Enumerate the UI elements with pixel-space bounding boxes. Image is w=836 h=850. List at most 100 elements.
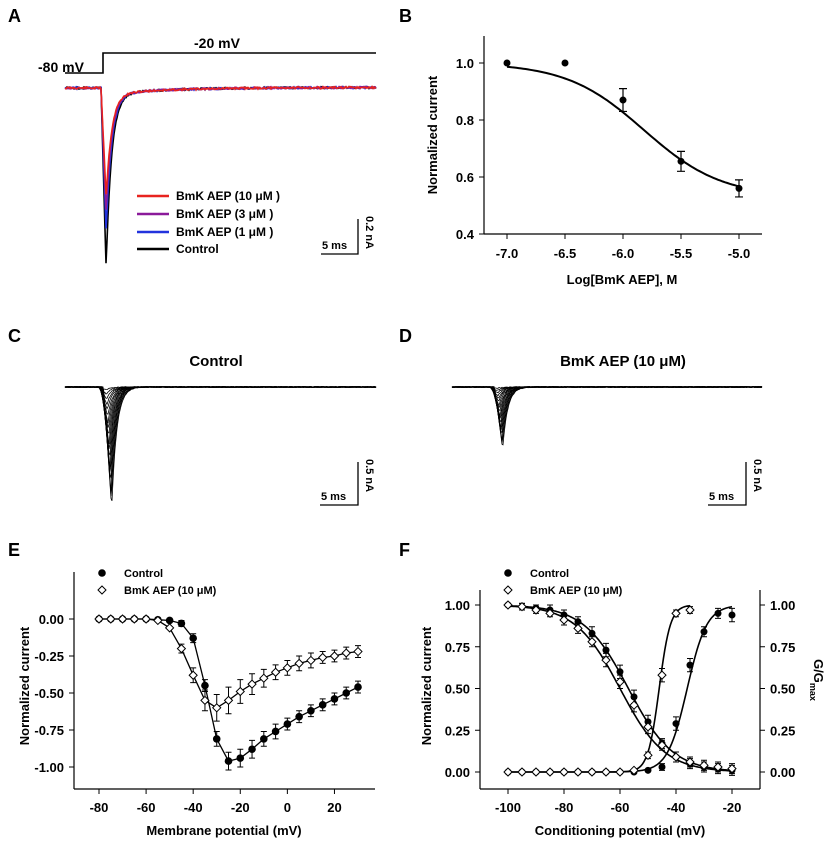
e-point-aep [329,651,340,661]
f-point-control [672,720,680,728]
e-point-aep [94,614,104,624]
b-fit-curve [506,65,740,188]
legend-label-aep10: BmK AEP (10 μM ) [176,189,280,203]
e-point-aep [235,686,245,697]
legend-marker-aep-f [503,585,513,595]
e-xtick-label: 0 [284,800,291,815]
e-point-control [248,745,256,754]
D-traces-sweep [451,386,763,402]
e-point-aep [317,652,328,663]
e-point-aep [306,655,316,666]
f-point-aep [671,608,681,619]
e-point-aep [247,679,257,689]
legend-label-control: Control [176,242,219,256]
e-point-aep [282,663,293,673]
e-point-aep [223,695,234,706]
f-xtick-label: -100 [495,800,521,815]
panel-f-ylabel-right: G/Gmax [808,659,826,701]
panel-c-title: Control [189,353,242,370]
scalebar-c-current-label: 0.5 nA [363,459,375,492]
e-point-control [330,695,339,703]
e-point-control [201,681,209,690]
f-ytick-label-right: 0.00 [770,765,795,780]
f-point-control [728,611,736,619]
f-ytick-label-right: 0.25 [770,723,795,738]
e-point-aep [164,623,175,633]
f-point-aep [545,767,555,777]
panel-c-control-traces: Control 5 ms 0.5 nA [64,353,377,506]
f-point-aep [503,600,513,610]
f-point-aep [699,760,709,771]
f-point-aep [685,605,695,615]
panel-label-d: D [399,326,412,346]
f-point-aep [517,767,527,777]
f-point-control [644,766,652,774]
panel-f-ylabel-right-main: G/G [811,659,826,683]
e-point-aep [106,614,116,624]
panel-f-legend: Control BmK AEP (10 μM) [503,568,623,597]
scalebar-d-current-label: 0.5 nA [751,459,763,492]
panel-a-legend: BmK AEP (10 μM ) BmK AEP (3 μM ) BmK AEP… [137,189,280,256]
f-point-aep [559,767,569,777]
f-ytick-label-right: 1.00 [770,598,795,613]
b-data-point [735,184,743,192]
current-trace-0 [64,85,377,195]
f-point-aep [671,752,681,762]
panel-label-e: E [8,540,20,560]
f-point-control [658,763,666,771]
f-point-aep [503,767,513,777]
panel-f-legend-aep: BmK AEP (10 μM) [530,585,623,597]
e-point-aep [117,614,128,624]
panel-b-ylabel: Normalized current [425,75,440,194]
panel-e-legend-control: Control [124,568,163,580]
f-xtick-label: -60 [611,800,630,815]
e-ytick-label: -0.75 [34,723,64,738]
f-point-aep [573,767,583,777]
e-point-aep [294,658,304,669]
f-point-aep [629,700,639,710]
e-point-aep [341,648,351,658]
e-point-aep [259,673,269,683]
e-point-aep [153,615,163,626]
e-ytick-label: 0.00 [39,612,64,627]
scalebar-a-time-label: 5 ms [322,240,347,252]
f-point-aep [727,763,737,774]
legend-marker-control [98,569,106,577]
e-point-control [354,683,362,691]
e-point-control [224,757,233,765]
f-point-control [588,629,596,637]
e-point-aep [270,667,281,677]
f-ytick-label-left: 0.50 [445,682,470,697]
e-ytick-label: -1.00 [34,760,64,775]
b-xtick-label: -6.5 [554,246,576,261]
scalebar-d-time-label: 5 ms [709,491,734,503]
e-ytick-label: -0.50 [34,686,64,701]
panel-b-dose-response: -7.0 -6.5 -6.0 -5.5 -5.0 0.4 0.6 0.8 1.0 Log[BmK… [425,36,762,287]
e-point-aep [129,614,140,624]
panel-d-title: BmK AEP (10 μM) [560,353,686,370]
b-ytick-label: 0.4 [456,227,475,242]
f-xtick-label: -80 [555,800,574,815]
b-xtick-label: -5.0 [728,246,750,261]
f-point-aep [559,615,569,625]
b-data-point [561,59,569,67]
f-point-control [602,646,610,654]
panel-label-c: C [8,326,21,346]
scalebar-a-current-label: 0.2 nA [363,216,375,249]
f-point-aep [643,722,653,732]
e-point-aep [176,643,187,654]
e-point-control [236,754,245,762]
e-point-control [165,616,174,625]
e-xtick-label: -60 [137,800,156,815]
e-point-control [307,706,315,715]
e-point-aep [141,614,151,624]
f-point-aep [587,637,597,647]
f-point-control [616,668,624,676]
b-data-point [503,59,511,67]
b-xtick-label: -6.0 [612,246,634,261]
panel-f-ylabel-right-sub: max [808,683,818,701]
voltage-protocol-line [65,52,376,74]
f-point-control [714,609,722,617]
e-point-control [177,619,186,628]
e-point-control [342,689,351,697]
